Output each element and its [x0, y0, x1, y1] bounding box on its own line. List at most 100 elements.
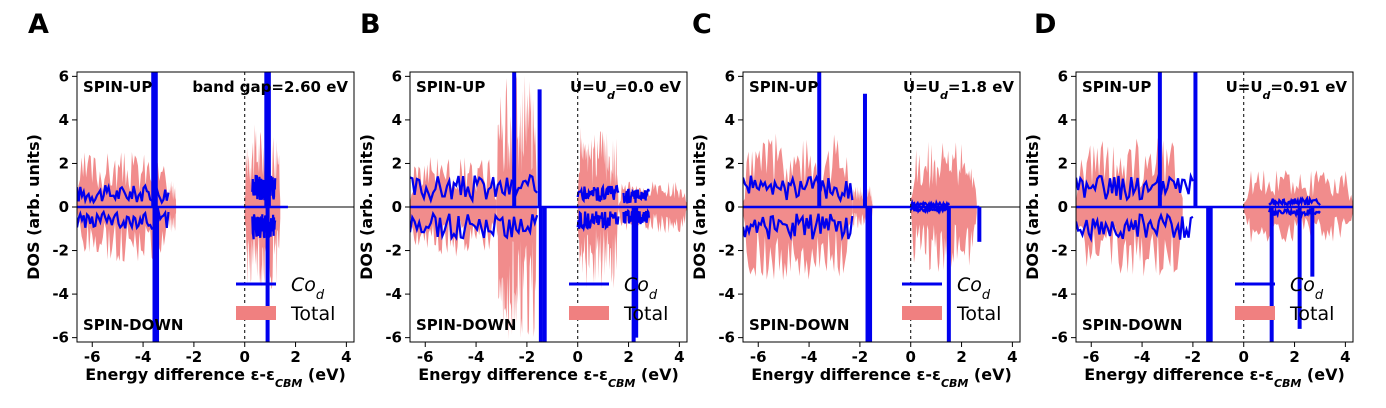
y-tick-label: 4 — [59, 111, 69, 129]
x-tick-label: 0 — [240, 348, 250, 366]
annotation-tail: =0.0 eV — [615, 78, 682, 96]
x-tick-label: 2 — [1289, 348, 1299, 366]
cod-dos-up-line — [1268, 195, 1321, 209]
panel-annotation: U=Ud=1.8 eV — [903, 78, 1014, 102]
y-tick-label: -4 — [718, 285, 735, 303]
panel-label: B — [360, 9, 381, 40]
y-tick-label: 0 — [725, 198, 735, 216]
legend-total-swatch — [902, 306, 942, 320]
y-tick-label: 6 — [392, 67, 402, 85]
spin-down-label: SPIN-DOWN — [83, 316, 183, 334]
y-tick-label: -2 — [1051, 242, 1068, 260]
annotation-sub: d — [940, 89, 948, 102]
panel-label: D — [1034, 9, 1056, 40]
y-tick-label: 4 — [392, 111, 402, 129]
x-axis-label: Energy difference ε-εCBM (eV) — [85, 365, 346, 390]
panel-annotation: band gap=2.60 eV — [192, 78, 348, 96]
x-tick-label: 0 — [573, 348, 583, 366]
y-axis-label: DOS (arb. units) — [24, 134, 43, 280]
y-tick-label: 4 — [1058, 111, 1068, 129]
x-tick-label: -4 — [801, 348, 818, 366]
y-tick-label: -6 — [52, 329, 69, 347]
x-axis-label: Energy difference ε-εCBM (eV) — [751, 365, 1012, 390]
y-tick-label: 0 — [1058, 198, 1068, 216]
legend-cod-label: Cod — [1290, 274, 1324, 303]
y-tick-label: 4 — [725, 111, 735, 129]
cod-dos-up-line — [622, 188, 650, 204]
annotation-main: U=U — [570, 78, 607, 96]
y-axis-label: DOS (arb. units) — [1023, 134, 1042, 280]
cod-dos-down-line — [743, 213, 854, 241]
dos-panel: -6 -4 -2 0 2 4 -6 -4 -2 0 2 4 6 A SPIN-UP SPIN-DOWN band… — [24, 9, 355, 390]
spin-down-label: SPIN-DOWN — [749, 316, 849, 334]
plot-area — [743, 72, 1020, 342]
legend-total-label: Total — [1289, 303, 1334, 325]
y-tick-label: -4 — [52, 285, 69, 303]
y-tick-label: 0 — [59, 198, 69, 216]
x-tick-label: 2 — [956, 348, 966, 366]
x-tick-label: -6 — [84, 348, 101, 366]
annotation-sub: d — [1263, 89, 1271, 102]
x-tick-label: -2 — [186, 348, 203, 366]
dos-panel: -6 -4 -2 0 2 4-6-4-20246BSPIN-UPSPIN-DOWNU=Ud… — [357, 9, 688, 390]
spin-down-label: SPIN-DOWN — [1082, 316, 1182, 334]
annotation-main: U=U — [903, 78, 940, 96]
panel-label: A — [28, 9, 49, 40]
x-tick-label: -2 — [519, 348, 536, 366]
cod-dos-down-line — [410, 210, 539, 242]
cod-dos-up-line — [910, 199, 950, 211]
annotation-main: band gap=2.60 eV — [192, 78, 348, 96]
spin-up-label: SPIN-UP — [1082, 78, 1151, 96]
x-tick-label: -4 — [135, 348, 152, 366]
annotation-tail: =1.8 eV — [948, 78, 1015, 96]
x-axis-label: Energy difference ε-εCBM (eV) — [1084, 365, 1345, 390]
legend-total-label: Total — [623, 303, 668, 325]
spin-up-label: SPIN-UP — [749, 78, 818, 96]
x-axis-label-main: Energy difference ε-ε — [751, 365, 941, 384]
cod-dos-down-line — [576, 210, 620, 233]
x-axis-label-main: Energy difference ε-ε — [85, 365, 275, 384]
x-axis-label-unit: (eV) — [1301, 365, 1344, 384]
legend-cod-name: Co — [624, 274, 649, 296]
cod-dos-up-line — [251, 174, 277, 201]
y-tick-label: -4 — [1051, 285, 1068, 303]
y-tick-label: -4 — [385, 285, 402, 303]
x-tick-label: 4 — [674, 348, 684, 366]
spin-down-label: SPIN-DOWN — [416, 316, 516, 334]
legend-cod-sub: d — [1315, 288, 1324, 303]
annotation-tail: =0.91 eV — [1270, 78, 1347, 96]
x-axis-label-unit: (eV) — [635, 365, 678, 384]
x-tick-label: -6 — [417, 348, 434, 366]
legend-cod-label: Cod — [624, 274, 658, 303]
y-tick-label: 2 — [59, 154, 69, 172]
y-tick-label: 0 — [392, 198, 402, 216]
legend-cod-name: Co — [291, 274, 316, 296]
cod-dos-up-line — [1076, 171, 1194, 202]
panel-annotation: U=Ud=0.0 eV — [570, 78, 681, 102]
x-tick-label: -2 — [1185, 348, 1202, 366]
legend-cod-sub: d — [982, 288, 991, 303]
y-tick-label: -2 — [385, 242, 402, 260]
cod-dos-down-line — [251, 214, 277, 240]
legend-total-label: Total — [290, 303, 335, 325]
x-tick-label: -4 — [1134, 348, 1151, 366]
legend-cod-label: Cod — [291, 274, 325, 303]
x-tick-label: 0 — [1239, 348, 1249, 366]
y-tick-label: -6 — [718, 329, 735, 347]
y-tick-label: 2 — [1058, 154, 1068, 172]
legend-total-swatch — [569, 306, 609, 320]
y-tick-label: -6 — [1051, 329, 1068, 347]
x-axis-label-sub: CBM — [608, 377, 635, 390]
legend-cod-sub: d — [316, 288, 325, 303]
panel-label: C — [692, 9, 712, 40]
x-tick-label: 4 — [1340, 348, 1350, 366]
plot-area — [410, 72, 687, 342]
y-tick-label: 6 — [1058, 67, 1068, 85]
y-tick-label: 6 — [725, 67, 735, 85]
spin-up-label: SPIN-UP — [416, 78, 485, 96]
y-tick-label: 6 — [59, 67, 69, 85]
legend-cod-sub: d — [649, 288, 658, 303]
y-tick-label: -6 — [385, 329, 402, 347]
cod-dos-down-line — [909, 203, 950, 215]
